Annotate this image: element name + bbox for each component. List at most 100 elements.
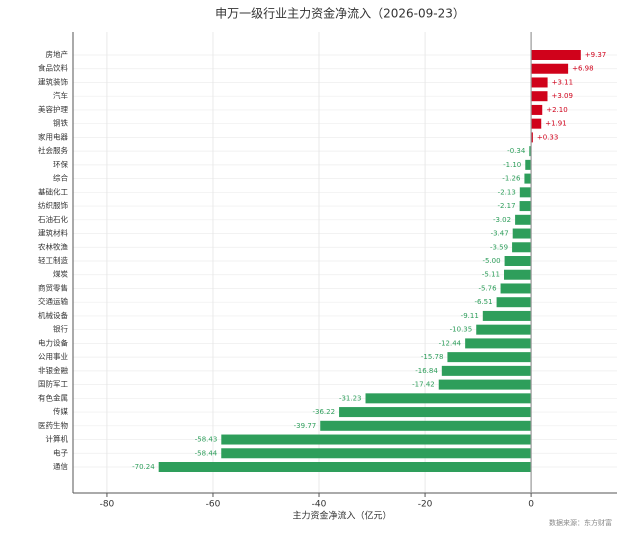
bar bbox=[531, 77, 548, 88]
bar bbox=[221, 448, 532, 459]
value-label: -10.35 bbox=[450, 326, 473, 334]
bar bbox=[531, 118, 542, 129]
bar bbox=[531, 104, 543, 115]
y-tick-label: 轻工制造 bbox=[38, 255, 68, 265]
value-label: -5.76 bbox=[478, 284, 497, 292]
value-label: +3.09 bbox=[551, 92, 572, 100]
bar bbox=[529, 146, 532, 157]
bar bbox=[438, 379, 532, 390]
bar bbox=[525, 159, 532, 170]
x-tick-label: -40 bbox=[312, 500, 327, 510]
value-label: -6.51 bbox=[474, 298, 492, 306]
value-label: +6.98 bbox=[572, 65, 593, 73]
y-tick-label: 医药生物 bbox=[38, 420, 68, 430]
bar bbox=[447, 352, 532, 363]
y-tick-label: 商贸零售 bbox=[38, 282, 68, 292]
y-tick-label: 房地产 bbox=[46, 49, 69, 59]
value-label: +3.11 bbox=[552, 78, 573, 86]
x-tick-label: -20 bbox=[418, 500, 433, 510]
bar bbox=[531, 63, 569, 74]
y-tick-label: 银行 bbox=[53, 324, 68, 334]
bar bbox=[365, 393, 532, 404]
y-tick-label: 交通运输 bbox=[38, 296, 68, 306]
bar bbox=[158, 462, 532, 472]
value-label: -39.77 bbox=[294, 422, 317, 430]
value-label: +1.91 bbox=[545, 120, 566, 128]
bar bbox=[512, 242, 532, 253]
y-tick-label: 电子 bbox=[53, 447, 68, 457]
value-label: -0.34 bbox=[507, 147, 526, 155]
bar bbox=[504, 256, 532, 266]
bar bbox=[441, 365, 532, 376]
y-tick-label: 煤炭 bbox=[53, 269, 68, 279]
y-tick-label: 家用电器 bbox=[38, 131, 68, 141]
y-tick-label: 电力设备 bbox=[38, 337, 68, 347]
bar bbox=[339, 407, 532, 418]
bar bbox=[531, 132, 533, 143]
y-tick-label: 公用事业 bbox=[38, 351, 68, 361]
y-tick-label: 农林牧渔 bbox=[38, 241, 68, 251]
y-tick-label: 汽车 bbox=[53, 90, 68, 100]
y-tick-label: 食品饮料 bbox=[38, 63, 68, 73]
y-tick-label: 纺织服饰 bbox=[38, 200, 68, 210]
bar bbox=[519, 187, 532, 198]
y-tick-label: 机械设备 bbox=[38, 310, 68, 320]
y-tick-label: 计算机 bbox=[46, 434, 69, 444]
y-tick-label: 有色金属 bbox=[38, 392, 68, 402]
bar bbox=[504, 269, 532, 280]
value-label: -9.11 bbox=[461, 312, 479, 320]
y-tick-label: 社会服务 bbox=[38, 145, 68, 155]
y-tick-label: 钢铁 bbox=[53, 118, 68, 128]
bar bbox=[496, 297, 532, 308]
value-label: -58.44 bbox=[195, 449, 218, 457]
value-label: -3.47 bbox=[491, 230, 509, 238]
bar bbox=[465, 338, 532, 349]
y-tick-label: 综合 bbox=[53, 173, 68, 183]
value-label: -31.23 bbox=[339, 394, 362, 402]
bar bbox=[476, 324, 532, 335]
source-note: 数据来源：东方财富 bbox=[549, 518, 612, 527]
bar bbox=[320, 420, 532, 431]
value-label: -36.22 bbox=[312, 408, 335, 416]
bar bbox=[524, 173, 532, 184]
value-label: -3.59 bbox=[490, 243, 508, 251]
y-tick-label: 石油石化 bbox=[38, 214, 68, 224]
value-label: -3.02 bbox=[493, 216, 511, 224]
bar bbox=[221, 434, 532, 445]
value-label: -15.78 bbox=[421, 353, 444, 361]
y-tick-label: 美容护理 bbox=[38, 104, 68, 114]
value-label: -16.84 bbox=[415, 367, 438, 375]
bar bbox=[482, 310, 532, 321]
y-tick-label: 传媒 bbox=[53, 406, 68, 416]
value-label: -5.11 bbox=[482, 271, 500, 279]
y-tick-label: 通信 bbox=[53, 461, 68, 471]
y-tick-label: 国防军工 bbox=[38, 379, 68, 389]
bar bbox=[515, 214, 532, 225]
value-label: -2.17 bbox=[497, 202, 515, 210]
x-tick-label: 0 bbox=[528, 500, 534, 510]
value-label: -70.24 bbox=[132, 463, 155, 471]
value-label: +2.10 bbox=[546, 106, 567, 114]
bar bbox=[500, 283, 532, 294]
x-axis-label: 主力资金净流入（亿元） bbox=[292, 510, 391, 522]
y-tick-label: 建筑装饰 bbox=[38, 76, 68, 86]
y-tick-label: 环保 bbox=[53, 160, 68, 169]
y-tick-label: 建筑材料 bbox=[38, 228, 68, 238]
x-tick-label: -80 bbox=[100, 500, 115, 510]
value-label: -2.13 bbox=[498, 188, 516, 196]
value-label: -5.00 bbox=[482, 257, 500, 265]
bar bbox=[531, 50, 581, 60]
bar bbox=[519, 201, 532, 212]
x-tick-label: -60 bbox=[206, 500, 221, 510]
value-label: -17.42 bbox=[412, 381, 435, 389]
bar bbox=[512, 228, 532, 239]
value-label: -1.10 bbox=[503, 161, 521, 169]
value-label: -1.26 bbox=[502, 175, 521, 183]
y-tick-label: 非银金融 bbox=[38, 365, 68, 375]
value-label: +0.33 bbox=[537, 133, 558, 141]
y-tick-label: 基础化工 bbox=[38, 186, 68, 196]
bar bbox=[531, 91, 548, 102]
value-label: +9.37 bbox=[585, 51, 606, 59]
value-label: -12.44 bbox=[439, 339, 462, 347]
